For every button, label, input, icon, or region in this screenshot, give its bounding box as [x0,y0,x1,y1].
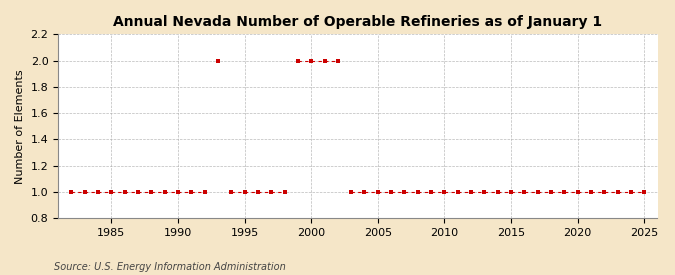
Title: Annual Nevada Number of Operable Refineries as of January 1: Annual Nevada Number of Operable Refiner… [113,15,602,29]
Y-axis label: Number of Elements: Number of Elements [15,69,25,184]
Text: Source: U.S. Energy Information Administration: Source: U.S. Energy Information Administ… [54,262,286,272]
